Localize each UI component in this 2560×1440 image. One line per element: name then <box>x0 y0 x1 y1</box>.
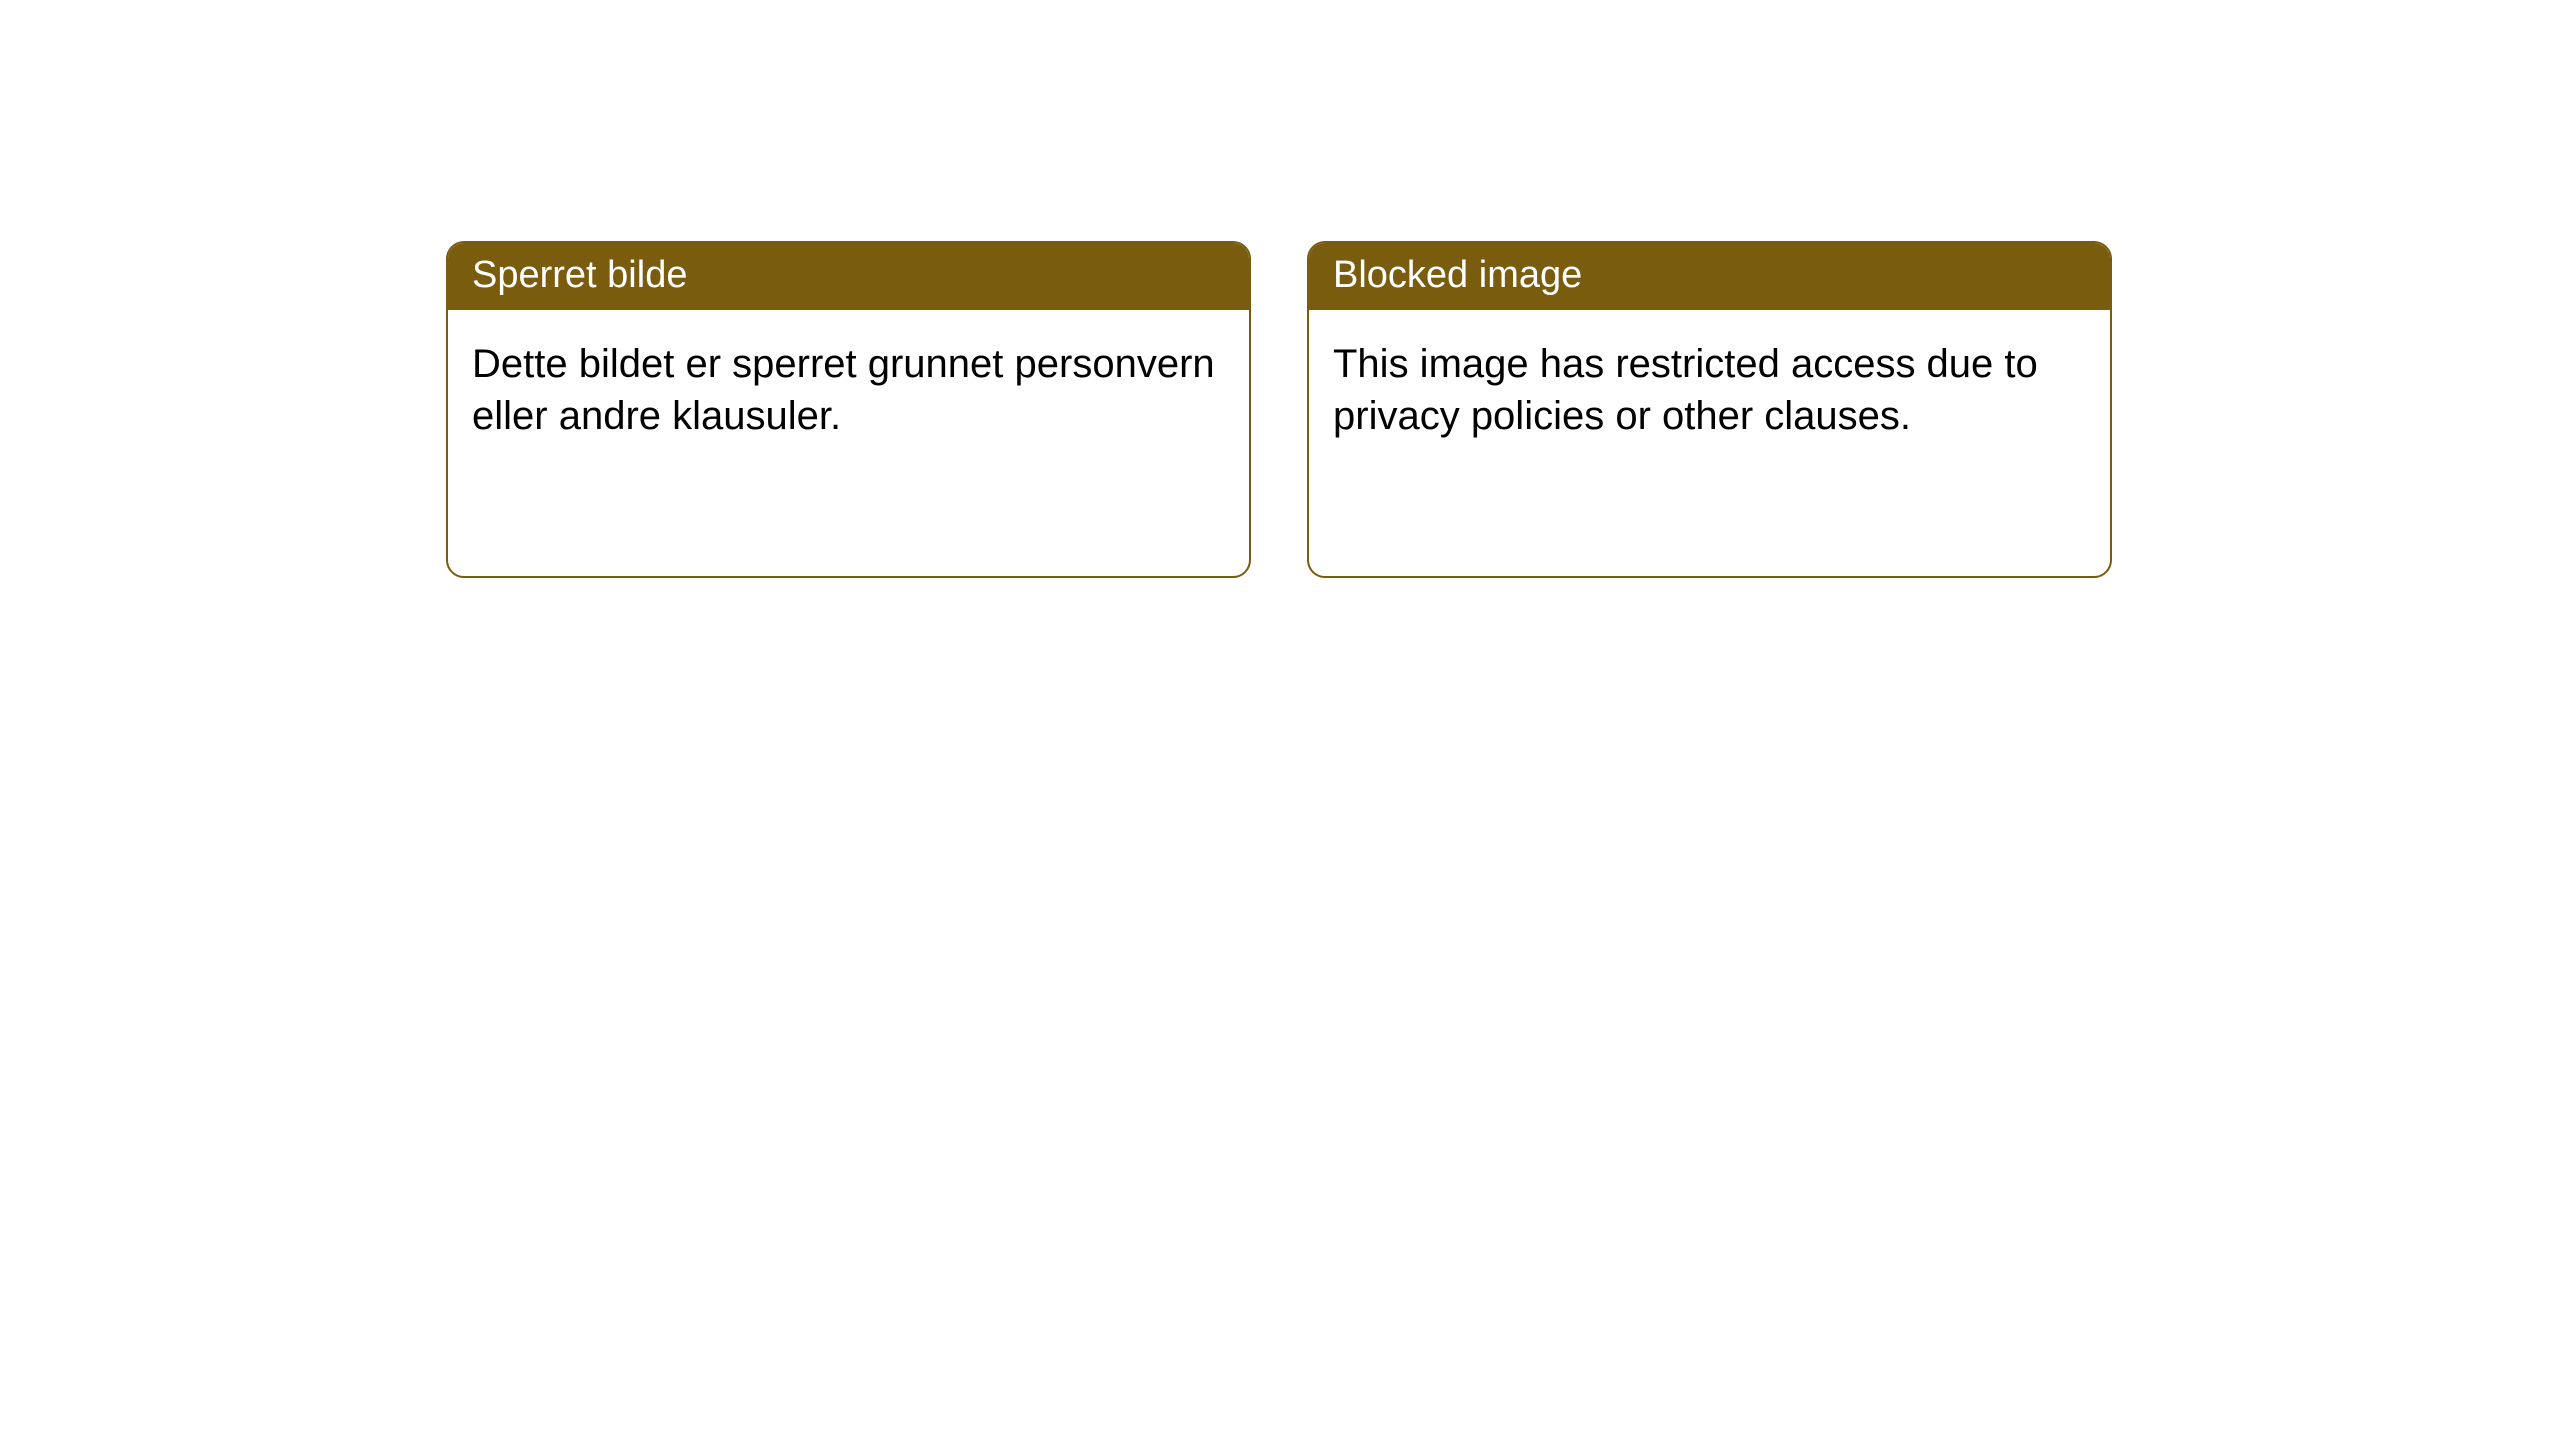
card-body-en: This image has restricted access due to … <box>1309 310 2110 470</box>
card-title-en: Blocked image <box>1309 243 2110 310</box>
card-title-no: Sperret bilde <box>448 243 1249 310</box>
blocked-image-card-en: Blocked image This image has restricted … <box>1307 241 2112 578</box>
notice-cards-container: Sperret bilde Dette bildet er sperret gr… <box>0 0 2560 578</box>
card-body-no: Dette bildet er sperret grunnet personve… <box>448 310 1249 470</box>
blocked-image-card-no: Sperret bilde Dette bildet er sperret gr… <box>446 241 1251 578</box>
